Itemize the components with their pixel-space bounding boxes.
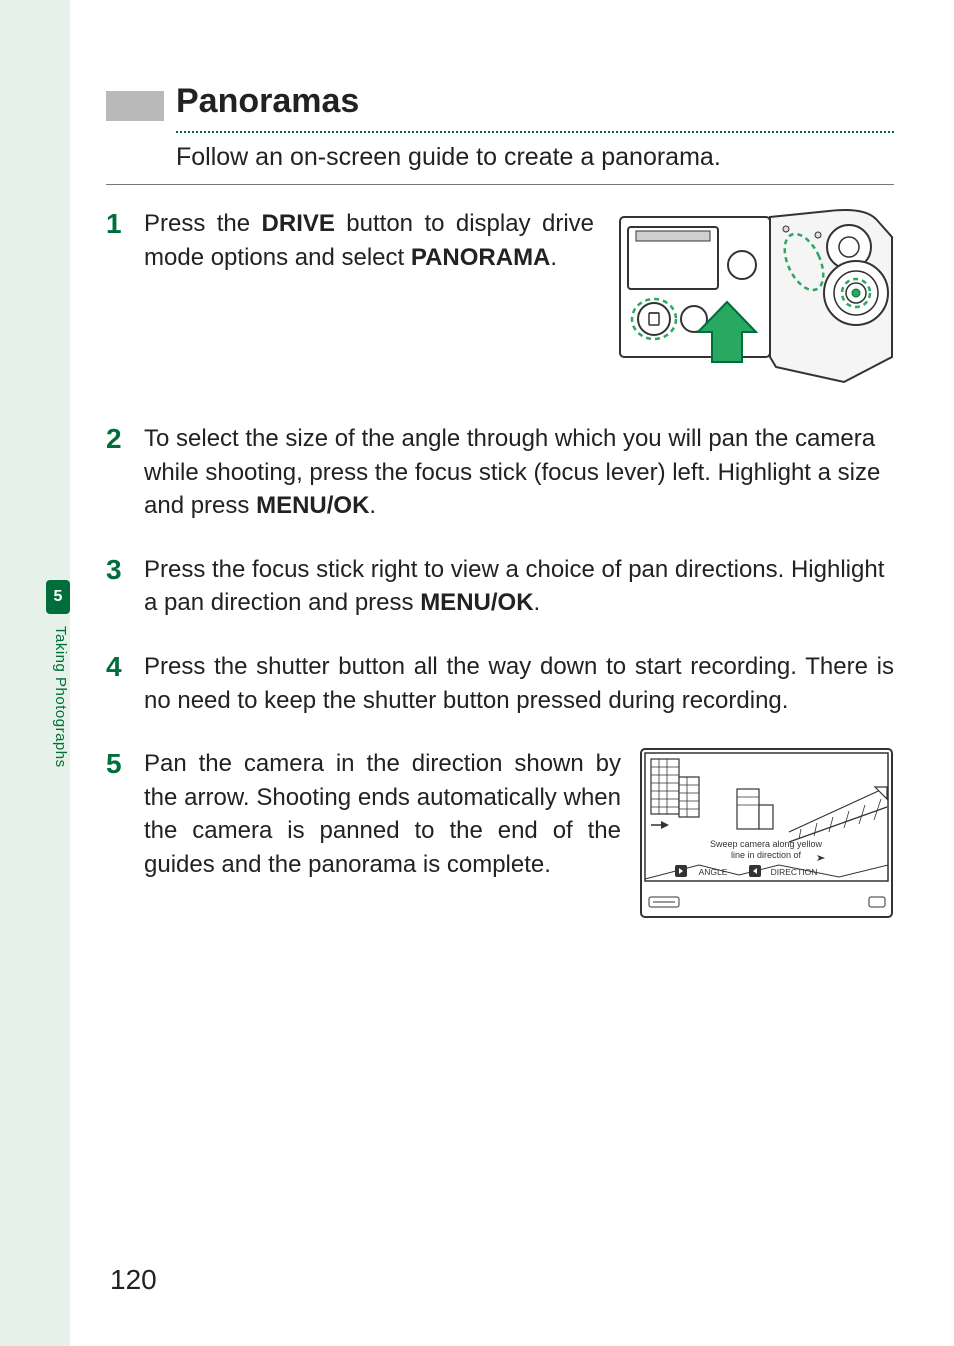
step-number: 4 bbox=[106, 650, 126, 684]
chapter-title-vertical: Taking Photographs bbox=[52, 626, 69, 768]
page-subtitle: Follow an on-screen guide to create a pa… bbox=[176, 143, 894, 172]
step-2: 2 To select the size of the angle throug… bbox=[106, 422, 894, 523]
step-1: 1 Press the DRIVE button to display driv… bbox=[106, 207, 894, 392]
lcd-angle-label: ANGLE bbox=[699, 867, 728, 877]
step-text-frag: . bbox=[534, 589, 541, 616]
step-text: To select the size of the angle through … bbox=[144, 422, 894, 523]
page-number: 120 bbox=[110, 1264, 157, 1296]
step-text: Pan the camera in the direction shown by… bbox=[144, 747, 621, 881]
lcd-panorama-illustration: Sweep camera along yellow line in direct… bbox=[639, 747, 894, 922]
step-number: 3 bbox=[106, 553, 126, 587]
step-number: 1 bbox=[106, 207, 126, 241]
step-text: Press the shutter button all the way dow… bbox=[144, 650, 894, 717]
step-text: Press the focus stick right to view a ch… bbox=[144, 553, 894, 620]
step-text-frag: . bbox=[369, 492, 376, 519]
drive-label: DRIVE bbox=[262, 210, 335, 237]
lcd-hint-2: line in direction of bbox=[731, 850, 802, 860]
step-3: 3 Press the focus stick right to view a … bbox=[106, 553, 894, 620]
step-text-frag: Press the bbox=[144, 210, 262, 237]
step-text-frag: . bbox=[550, 244, 557, 271]
menuok-label: MENU/OK bbox=[420, 589, 533, 616]
page-content: Panoramas Follow an on-screen guide to c… bbox=[106, 82, 894, 952]
step-number: 5 bbox=[106, 747, 126, 781]
panorama-label: PANORAMA bbox=[411, 244, 551, 271]
step-text-frag: To select the size of the angle through … bbox=[144, 425, 880, 519]
step-text: Press the DRIVE button to display drive … bbox=[144, 207, 594, 274]
page-title: Panoramas bbox=[176, 82, 359, 121]
title-row: Panoramas bbox=[106, 82, 894, 125]
menuok-label: MENU/OK bbox=[256, 492, 369, 519]
camera-illustration bbox=[614, 207, 894, 392]
lcd-direction-label: DIRECTION bbox=[771, 867, 818, 877]
lcd-hint-1: Sweep camera along yellow bbox=[710, 839, 823, 849]
step-4: 4 Press the shutter button all the way d… bbox=[106, 650, 894, 717]
step-number: 2 bbox=[106, 422, 126, 456]
horizontal-rule bbox=[106, 184, 894, 185]
dotted-divider bbox=[176, 131, 894, 133]
heading-block bbox=[106, 91, 164, 121]
step-5: 5 Pan the camera in the direction shown … bbox=[106, 747, 894, 922]
chapter-number-tab: 5 bbox=[46, 580, 70, 614]
